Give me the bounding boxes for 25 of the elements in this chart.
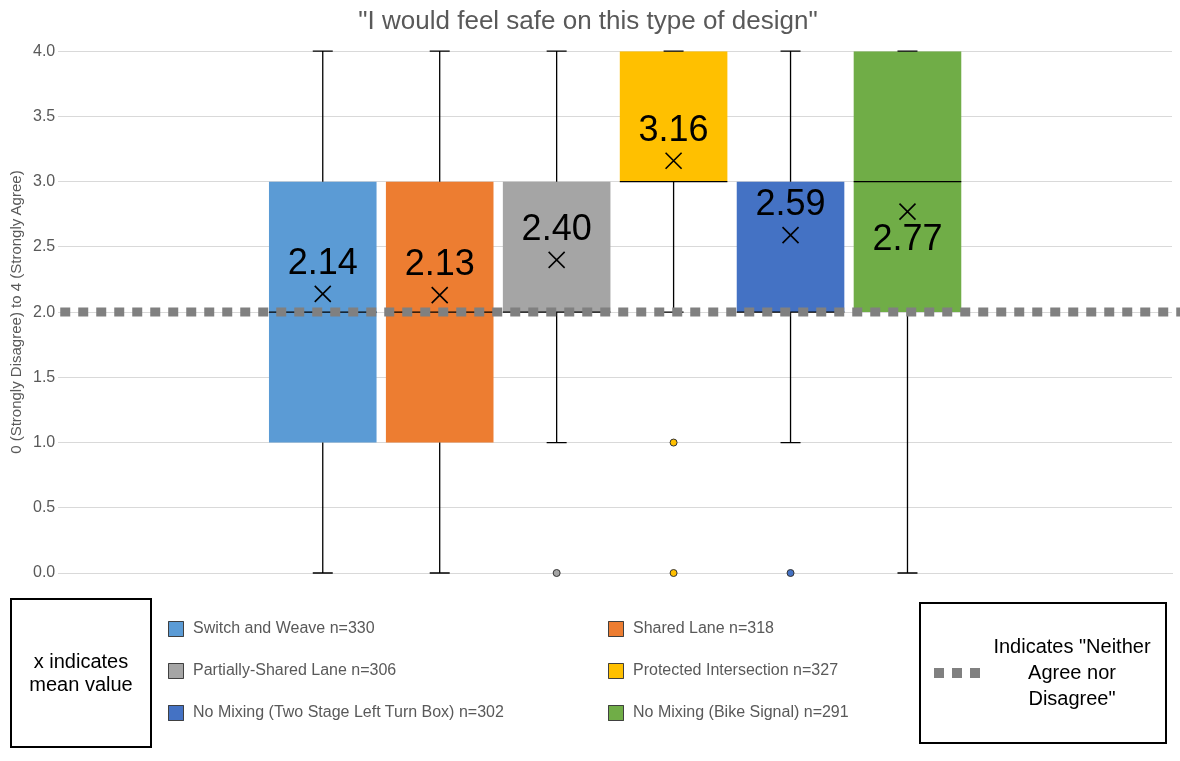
legend-label: Protected Intersection n=327 (633, 661, 839, 679)
legend-label: Shared Lane n=318 (633, 619, 775, 637)
text: 2.13 (404, 242, 475, 284)
legend-label: No Mixing (Bike Signal) n=291 (633, 703, 849, 721)
legend-label: Indicates "Neither Agree nor Disagree" (993, 634, 1151, 709)
y-tick-label: 2.0 (32, 302, 56, 320)
legend-label: No Mixing (Two Stage Left Turn Box) n=302 (193, 703, 504, 721)
y-tick-label: 4.0 (32, 41, 56, 59)
y-tick-label: 1.0 (32, 432, 56, 450)
y-tick-label: 2.5 (32, 237, 56, 255)
legend-label: Switch and Weave n=330 (193, 619, 375, 637)
text: x indicates mean value (10, 598, 152, 748)
chart-title: "I would feel safe on this type of design" (358, 4, 818, 35)
y-tick-label: 3.5 (32, 106, 56, 124)
legend-label: Partially-Shared Lane n=306 (193, 661, 397, 679)
y-axis-title: 0 (Strongly Disagree) to 4 (Strongly Agree) (7, 170, 25, 454)
y-tick-label: 1.5 (32, 367, 56, 385)
y-tick-label: 0.5 (32, 498, 56, 516)
text: 2.40 (521, 206, 592, 248)
y-tick-label: 0.0 (32, 563, 56, 581)
text: 2.77 (872, 216, 943, 258)
text: 3.16 (638, 107, 709, 149)
y-tick-label: 3.0 (32, 172, 56, 190)
text: 2.14 (287, 240, 358, 282)
text: 2.59 (755, 182, 826, 224)
